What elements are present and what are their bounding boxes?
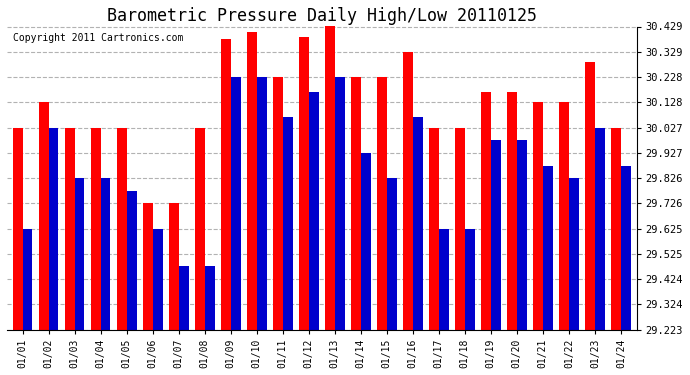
- Bar: [621, 165, 631, 330]
- Bar: [195, 128, 205, 330]
- Bar: [325, 27, 335, 330]
- Bar: [481, 92, 491, 330]
- Bar: [257, 77, 266, 330]
- Bar: [205, 266, 215, 330]
- Bar: [283, 117, 293, 330]
- Bar: [351, 77, 361, 330]
- Bar: [230, 77, 241, 330]
- Bar: [413, 117, 423, 330]
- Bar: [169, 203, 179, 330]
- Bar: [533, 102, 543, 330]
- Bar: [221, 39, 230, 330]
- Bar: [611, 128, 621, 330]
- Bar: [361, 153, 371, 330]
- Bar: [90, 128, 101, 330]
- Bar: [543, 165, 553, 330]
- Bar: [308, 92, 319, 330]
- Text: Copyright 2011 Cartronics.com: Copyright 2011 Cartronics.com: [13, 33, 184, 43]
- Bar: [517, 140, 526, 330]
- Bar: [569, 178, 579, 330]
- Bar: [299, 36, 308, 330]
- Bar: [127, 190, 137, 330]
- Bar: [559, 102, 569, 330]
- Bar: [101, 178, 110, 330]
- Bar: [403, 52, 413, 330]
- Bar: [455, 128, 465, 330]
- Bar: [143, 203, 152, 330]
- Bar: [23, 229, 32, 330]
- Bar: [595, 128, 605, 330]
- Bar: [439, 229, 449, 330]
- Bar: [152, 229, 163, 330]
- Bar: [75, 178, 84, 330]
- Bar: [585, 62, 595, 330]
- Bar: [247, 32, 257, 330]
- Bar: [387, 178, 397, 330]
- Bar: [507, 92, 517, 330]
- Bar: [12, 128, 23, 330]
- Bar: [48, 128, 59, 330]
- Title: Barometric Pressure Daily High/Low 20110125: Barometric Pressure Daily High/Low 20110…: [107, 7, 537, 25]
- Bar: [179, 266, 188, 330]
- Bar: [273, 77, 283, 330]
- Bar: [465, 229, 475, 330]
- Bar: [117, 128, 127, 330]
- Bar: [39, 102, 48, 330]
- Bar: [335, 77, 344, 330]
- Bar: [429, 128, 439, 330]
- Bar: [491, 140, 501, 330]
- Bar: [65, 128, 75, 330]
- Bar: [377, 77, 387, 330]
